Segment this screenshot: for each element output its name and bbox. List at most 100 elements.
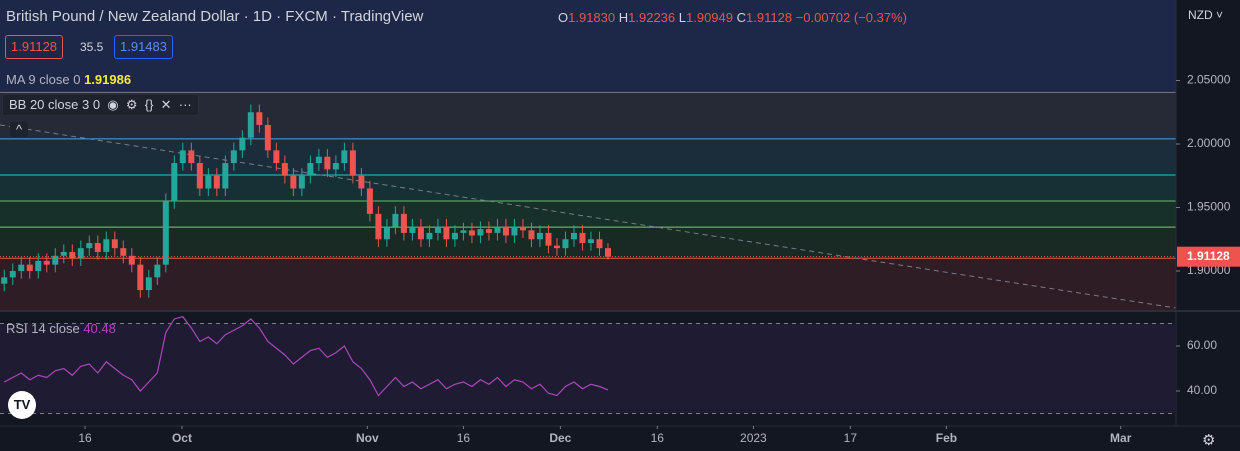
candle-body: [315, 156, 322, 164]
candle-body: [324, 156, 331, 170]
level-band: [0, 0, 1176, 93]
candle-body: [179, 150, 186, 164]
level-band: [0, 175, 1176, 202]
rsi-tick-label: 60.00: [1187, 338, 1217, 352]
buy-button[interactable]: 1.91483: [114, 35, 173, 59]
candle-body: [239, 137, 246, 151]
candle-body: [196, 163, 203, 189]
candle-body: [18, 264, 25, 272]
l-label: L: [678, 10, 686, 25]
candle-body: [188, 150, 195, 164]
candle-body: [511, 226, 518, 236]
candle-body: [596, 239, 603, 249]
candle-body: [417, 226, 424, 240]
candle-body: [247, 112, 254, 138]
candle-body: [400, 213, 407, 233]
candle-body: [205, 175, 212, 189]
o-label: O: [558, 10, 569, 25]
candle-body: [145, 277, 152, 291]
x-tick-label: Feb: [936, 431, 957, 445]
bb-legend[interactable]: BB 20 close 3 0 ◉ ⚙ {} ✕ ···: [2, 94, 199, 116]
candle-body: [604, 248, 611, 257]
candle-body: [154, 264, 161, 278]
candle-body: [409, 226, 416, 233]
candle-body: [230, 150, 237, 164]
candle-body: [426, 232, 433, 240]
candle-body: [94, 243, 101, 252]
x-tick-label: Mar: [1110, 431, 1132, 445]
collapse-button[interactable]: ^: [10, 122, 29, 137]
candle-body: [35, 260, 42, 272]
candle-body: [26, 264, 33, 272]
candle-body: [443, 226, 450, 240]
candle-body: [332, 163, 339, 170]
x-tick-label: 16: [651, 431, 665, 445]
candle-body: [213, 175, 220, 189]
candle-body: [103, 239, 110, 252]
ma-legend: MA 9 close 0 1.91986: [6, 72, 131, 87]
c-label: C: [736, 10, 747, 25]
candle-body: [451, 232, 458, 240]
candle-body: [366, 188, 373, 214]
candle-body: [392, 213, 399, 227]
candle-body: [298, 175, 305, 189]
candle-body: [528, 230, 535, 240]
rsi-value: 40.48: [83, 321, 116, 336]
change: −0.00702 (−0.37%): [795, 10, 907, 25]
candle-body: [477, 229, 484, 236]
logo[interactable]: TV: [8, 391, 36, 419]
candle-body: [162, 201, 169, 265]
candle-body: [502, 226, 509, 236]
candle-body: [273, 150, 280, 164]
candle-body: [375, 213, 382, 240]
rsi-tick-label: 40.00: [1187, 383, 1217, 397]
x-tick-label: Dec: [549, 431, 571, 445]
candle-body: [587, 239, 594, 244]
candle-body: [52, 255, 59, 265]
candle-body: [383, 226, 390, 240]
h-value: 1.92236: [628, 10, 676, 25]
ma-value: 1.91986: [84, 72, 132, 87]
candle-body: [553, 245, 560, 249]
rsi-line: [3, 316, 609, 397]
ohlc: O1.91830 H1.92236 L1.90949 C1.91128 −0.0…: [558, 10, 907, 25]
candle-body: [434, 226, 441, 233]
candle-body: [570, 232, 577, 240]
currency[interactable]: NZD ˅: [1188, 8, 1224, 22]
candle-body: [341, 150, 348, 164]
bb-label: BB 20 close 3 0: [9, 97, 101, 112]
c-value: 1.91128: [746, 10, 793, 25]
h-label: H: [618, 10, 629, 25]
currency-label: NZD: [1188, 8, 1213, 22]
candle-body: [545, 232, 552, 246]
candle-body: [562, 239, 569, 249]
l-value: 1.90949: [686, 10, 733, 25]
candle-body: [137, 264, 144, 291]
candle-body: [111, 239, 118, 249]
candle-body: [358, 175, 365, 189]
spread: 35.5: [80, 40, 104, 54]
candle-body: [60, 251, 67, 256]
x-tick-label: 2023: [740, 431, 767, 445]
settings-icon[interactable]: ⚙: [1202, 432, 1216, 449]
sell-button[interactable]: 1.91128: [5, 35, 64, 59]
last-price-label: 1.91128: [1187, 249, 1230, 263]
x-tick-label: 16: [457, 431, 471, 445]
candle-body: [579, 232, 586, 244]
y-tick-label: 2.05000: [1187, 73, 1231, 87]
candle-body: [485, 229, 492, 233]
price-axis: [1176, 0, 1240, 451]
candle-body: [128, 255, 135, 265]
o-value: 1.91830: [568, 10, 616, 25]
candle-body: [494, 226, 501, 233]
candle-body: [120, 248, 127, 256]
candle-body: [69, 251, 76, 259]
candle-body: [460, 230, 467, 233]
x-tick-label: Nov: [356, 431, 379, 445]
candle-body: [349, 150, 356, 176]
candle-body: [264, 124, 271, 151]
candle-body: [9, 271, 16, 278]
candle-body: [536, 232, 543, 240]
